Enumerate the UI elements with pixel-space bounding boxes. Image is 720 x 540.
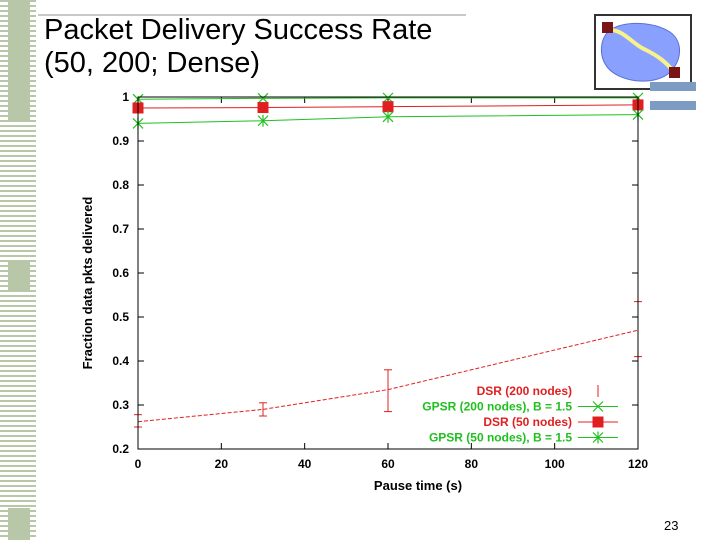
series-layer: [132, 92, 644, 428]
legend-marker: [592, 431, 604, 444]
chart-legend: DSR (200 nodes) GPSR (200 nodes), B = 1.5…: [422, 384, 618, 445]
x-tick-label: 120: [628, 457, 648, 471]
data-point: [257, 114, 269, 127]
y-tick-label: 0.4: [112, 354, 129, 368]
legend-label: DSR (50 nodes): [483, 415, 572, 429]
y-tick-label: 0.3: [112, 398, 129, 412]
data-point: [257, 92, 269, 104]
series-3: [132, 108, 644, 130]
x-tick-label: 20: [215, 457, 229, 471]
x-tick-label: 60: [381, 457, 395, 471]
legend-marker: [592, 416, 604, 428]
legend-marker: [592, 401, 604, 412]
network-logo: [594, 14, 692, 90]
data-point: [382, 101, 394, 113]
legend-marker-stroke: [592, 401, 604, 412]
legend-label: GPSR (50 nodes), B = 1.5: [429, 431, 572, 445]
slide-title: Packet Delivery Success Rate (50, 200; D…: [44, 14, 432, 80]
slide-title-line-2: (50, 200; Dense): [44, 47, 261, 79]
decorative-bar: [650, 82, 696, 91]
y-tick-label: 1: [122, 90, 129, 104]
side-decoration: [0, 0, 36, 540]
x-tick-label: 40: [298, 457, 312, 471]
side-block-mid: [8, 262, 30, 292]
y-tick-label: 0.9: [112, 134, 129, 148]
title-underline: [38, 14, 466, 16]
series-line: [137, 114, 639, 124]
error-bar: [384, 369, 392, 413]
page-number: 23: [664, 518, 679, 533]
x-axis-label: Pause time (s): [374, 478, 462, 493]
plot-frame: [137, 96, 639, 450]
data-point: [382, 110, 394, 123]
data-point: [257, 102, 269, 114]
y-axis-label: Fraction data pkts delivered: [80, 197, 95, 370]
network-logo-icon: [601, 22, 680, 82]
y-tick-label: 0.5: [112, 310, 129, 324]
data-point-stroke: [257, 92, 269, 104]
y-tick-label: 0.8: [112, 178, 129, 192]
x-tick-label: 100: [545, 457, 565, 471]
series-line: [137, 97, 638, 100]
series-line: [137, 329, 639, 423]
y-tick-label: 0.2: [112, 442, 129, 456]
series-line: [137, 104, 639, 109]
x-tick-label: 80: [465, 457, 479, 471]
side-block-bottom: [8, 508, 30, 540]
side-block-top: [8, 0, 30, 120]
y-tick-label: 0.6: [112, 266, 129, 280]
y-tick-label: 0.7: [112, 222, 129, 236]
legend-label: GPSR (200 nodes), B = 1.5: [422, 400, 572, 414]
x-tick-label: 0: [135, 457, 142, 471]
error-bar: [259, 402, 267, 417]
legend-label: DSR (200 nodes): [477, 384, 572, 398]
decorative-bar: [650, 101, 696, 110]
tick-labels: 0 20 40 60 80 100 120 0.2 0.3 0.4 0.5 0.6 0.7 0.8 0.9 1: [112, 90, 648, 471]
slide-title-line-1: Packet Delivery Success Rate: [44, 14, 433, 46]
